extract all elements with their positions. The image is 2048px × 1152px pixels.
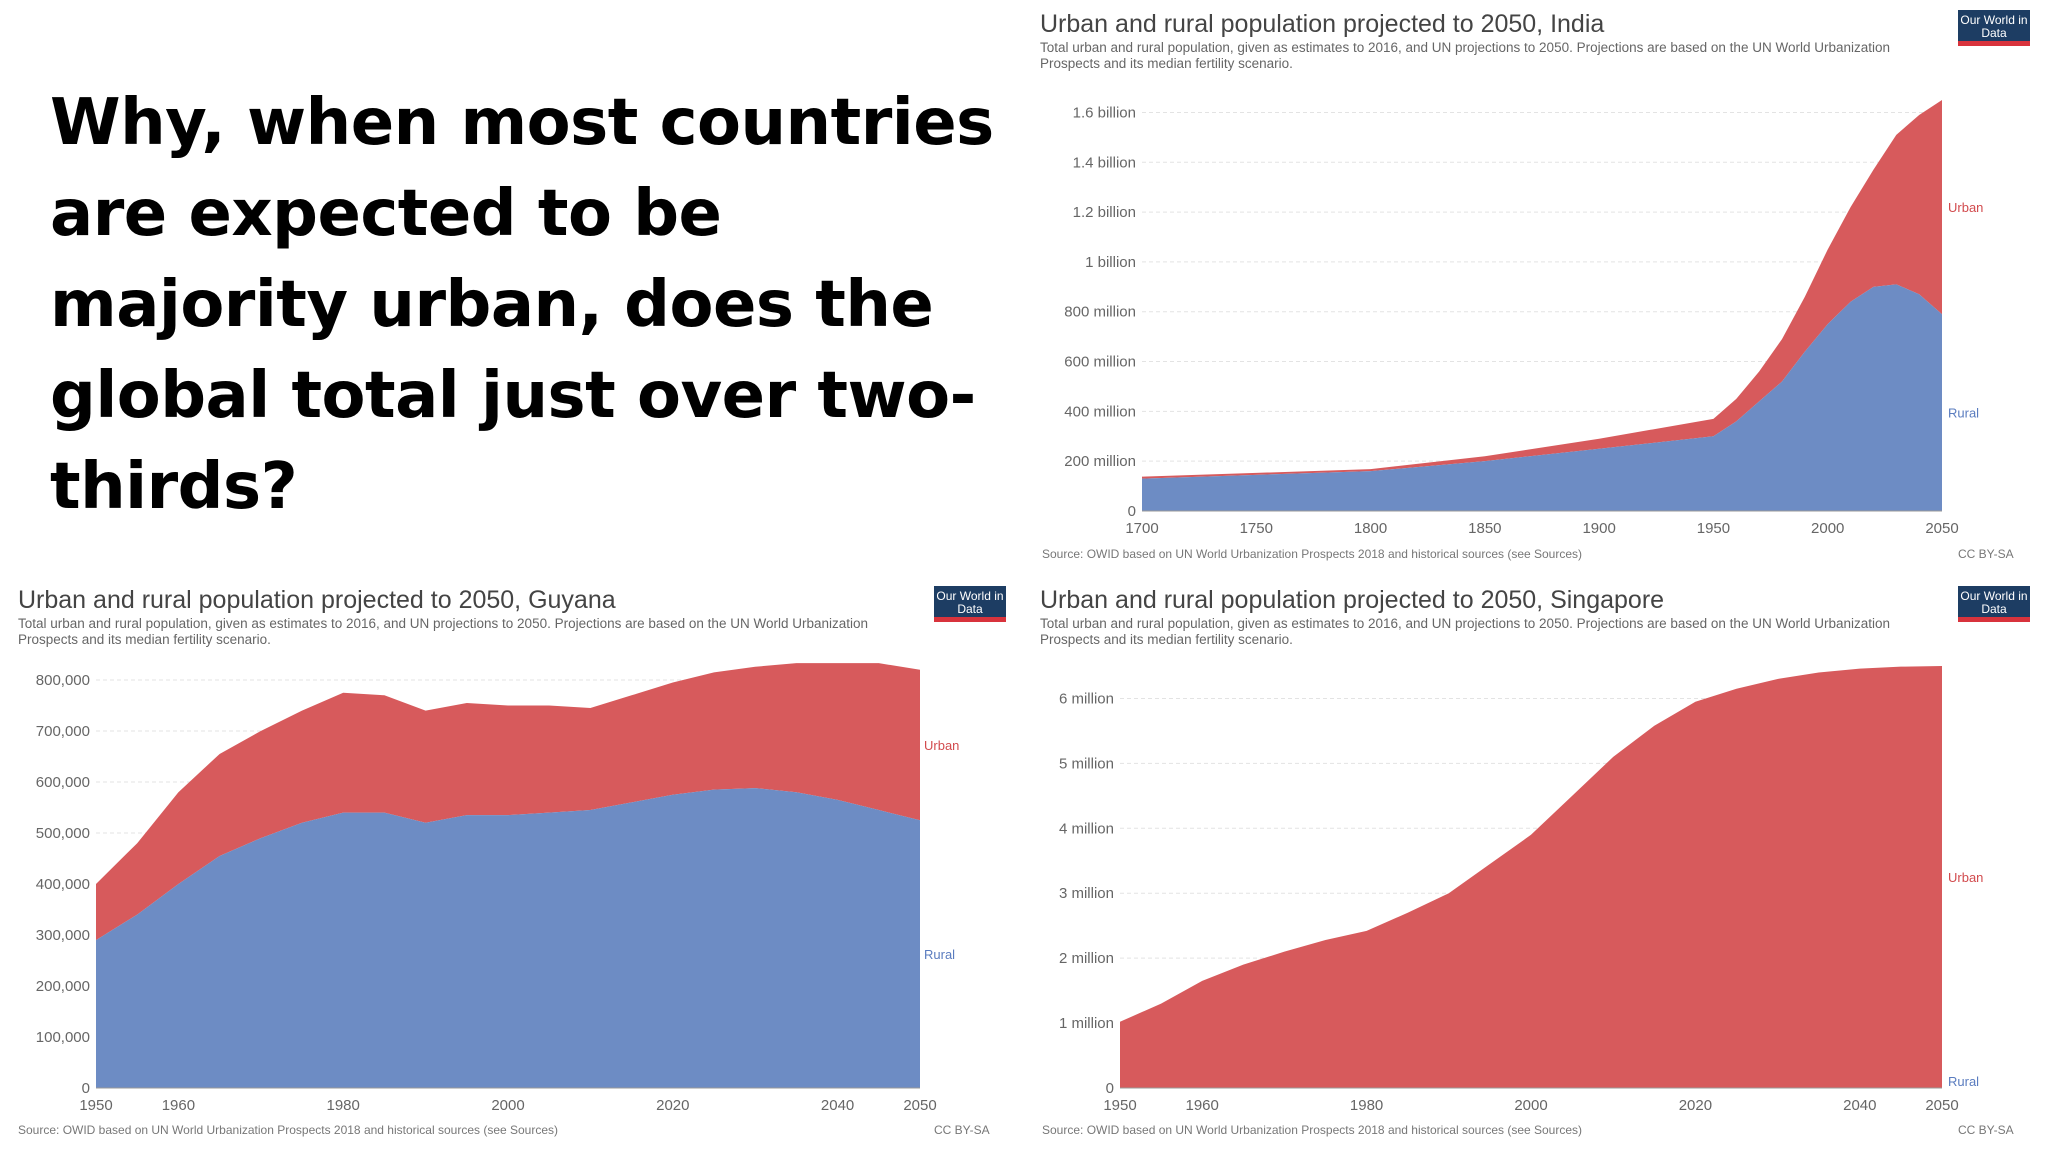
question-heading: Why, when most countries are expected to… bbox=[50, 86, 994, 524]
chart-license[interactable]: CC BY-SA bbox=[934, 1123, 990, 1137]
x-tick-label: 1850 bbox=[1468, 520, 1501, 537]
guyana-chart-panel: Urban and rural population projected to … bbox=[18, 586, 1008, 1146]
x-tick-label: 1750 bbox=[1240, 520, 1273, 537]
guyana-area-chart: 0 100,000 200,000 300,000 400,000 500,000 600,… bbox=[36, 663, 959, 1114]
x-tick-label: 2000 bbox=[1811, 520, 1844, 537]
chart-source[interactable]: Source: OWID based on UN World Urbanizat… bbox=[1042, 1123, 1583, 1137]
y-tick-label: 1 billion bbox=[1085, 254, 1136, 271]
india-area-chart: 0 200 million 400 million 600 million 800 mi… bbox=[1064, 100, 1983, 537]
chart-license[interactable]: CC BY-SA bbox=[1958, 1123, 2014, 1137]
y-tick-label: 5 million bbox=[1059, 755, 1114, 772]
india-chart-panel: Urban and rural population projected to … bbox=[1040, 10, 2040, 570]
owid-logo[interactable]: Our World in Data bbox=[1958, 10, 2030, 46]
x-tick-label: 2000 bbox=[1514, 1097, 1547, 1114]
y-tick-label: 6 million bbox=[1059, 690, 1114, 707]
x-tick-label: 1980 bbox=[1350, 1097, 1383, 1114]
y-tick-label: 2 million bbox=[1059, 950, 1114, 967]
x-tick-label: 1960 bbox=[1186, 1097, 1219, 1114]
x-tick-label: 2020 bbox=[1679, 1097, 1712, 1114]
y-tick-label: 100,000 bbox=[36, 1029, 90, 1046]
chart-subtitle: Total urban and rural population, given … bbox=[18, 616, 868, 647]
y-tick-label: 400,000 bbox=[36, 876, 90, 893]
chart-title: Urban and rural population projected to … bbox=[18, 586, 616, 614]
y-tick-label: 0 bbox=[1106, 1080, 1114, 1097]
x-tick-label: 2050 bbox=[1925, 520, 1958, 537]
x-tick-label: 2050 bbox=[903, 1097, 936, 1114]
x-tick-label: 1960 bbox=[162, 1097, 195, 1114]
y-tick-label: 200 million bbox=[1064, 453, 1136, 470]
y-tick-label: 3 million bbox=[1059, 885, 1114, 902]
x-tick-label: 2000 bbox=[491, 1097, 524, 1114]
y-tick-label: 1.4 billion bbox=[1073, 154, 1136, 171]
y-tick-label: 1.2 billion bbox=[1073, 204, 1136, 221]
chart-title: Urban and rural population projected to … bbox=[1040, 10, 1605, 38]
x-tick-label: 2040 bbox=[821, 1097, 854, 1114]
rural-area bbox=[1142, 284, 1942, 511]
singapore-chart-panel: Urban and rural population projected to … bbox=[1040, 586, 2040, 1146]
y-tick-label: 800 million bbox=[1064, 304, 1136, 321]
y-tick-label: 300,000 bbox=[36, 927, 90, 944]
y-tick-label: 0 bbox=[82, 1080, 90, 1097]
y-tick-label: 500,000 bbox=[36, 825, 90, 842]
y-tick-label: 200,000 bbox=[36, 978, 90, 995]
urban-area bbox=[1120, 666, 1942, 1088]
x-tick-label: 2020 bbox=[656, 1097, 689, 1114]
x-tick-label: 2050 bbox=[1925, 1097, 1958, 1114]
x-tick-label: 1800 bbox=[1354, 520, 1387, 537]
y-tick-label: 1 million bbox=[1059, 1015, 1114, 1032]
rural-series-label: Rural bbox=[1948, 1074, 1979, 1089]
y-tick-label: 600,000 bbox=[36, 774, 90, 791]
x-tick-label: 1900 bbox=[1582, 520, 1615, 537]
chart-subtitle: Total urban and rural population, given … bbox=[1040, 40, 1890, 71]
urban-area bbox=[96, 663, 920, 941]
urban-series-label: Urban bbox=[1948, 200, 1983, 215]
rural-series-label: Rural bbox=[924, 947, 955, 962]
x-tick-label: 1950 bbox=[79, 1097, 112, 1114]
y-tick-label: 0 bbox=[1128, 503, 1136, 520]
owid-logo[interactable]: Our World in Data bbox=[1958, 586, 2030, 622]
x-tick-label: 2040 bbox=[1843, 1097, 1876, 1114]
owid-logo[interactable]: Our World in Data bbox=[934, 586, 1006, 622]
x-tick-label: 1700 bbox=[1125, 520, 1158, 537]
urban-series-label: Urban bbox=[1948, 870, 1983, 885]
urban-series-label: Urban bbox=[924, 738, 959, 753]
chart-source[interactable]: Source: OWID based on UN World Urbanizat… bbox=[1042, 547, 1583, 561]
y-tick-label: 1.6 billion bbox=[1073, 104, 1136, 121]
chart-source[interactable]: Source: OWID based on UN World Urbanizat… bbox=[18, 1123, 559, 1137]
chart-license[interactable]: CC BY-SA bbox=[1958, 547, 2014, 561]
x-tick-label: 1950 bbox=[1697, 520, 1730, 537]
y-tick-label: 700,000 bbox=[36, 723, 90, 740]
x-tick-label: 1950 bbox=[1103, 1097, 1136, 1114]
rural-area bbox=[96, 788, 920, 1088]
chart-subtitle: Total urban and rural population, given … bbox=[1040, 616, 1890, 647]
x-tick-label: 1980 bbox=[327, 1097, 360, 1114]
rural-series-label: Rural bbox=[1948, 406, 1979, 421]
singapore-area-chart: 0 1 million 2 million 3 million 4 million 5 m… bbox=[1059, 666, 1983, 1114]
y-tick-label: 600 million bbox=[1064, 354, 1136, 371]
y-tick-label: 800,000 bbox=[36, 672, 90, 689]
y-tick-label: 400 million bbox=[1064, 403, 1136, 420]
chart-title: Urban and rural population projected to … bbox=[1040, 586, 1665, 614]
y-tick-label: 4 million bbox=[1059, 820, 1114, 837]
